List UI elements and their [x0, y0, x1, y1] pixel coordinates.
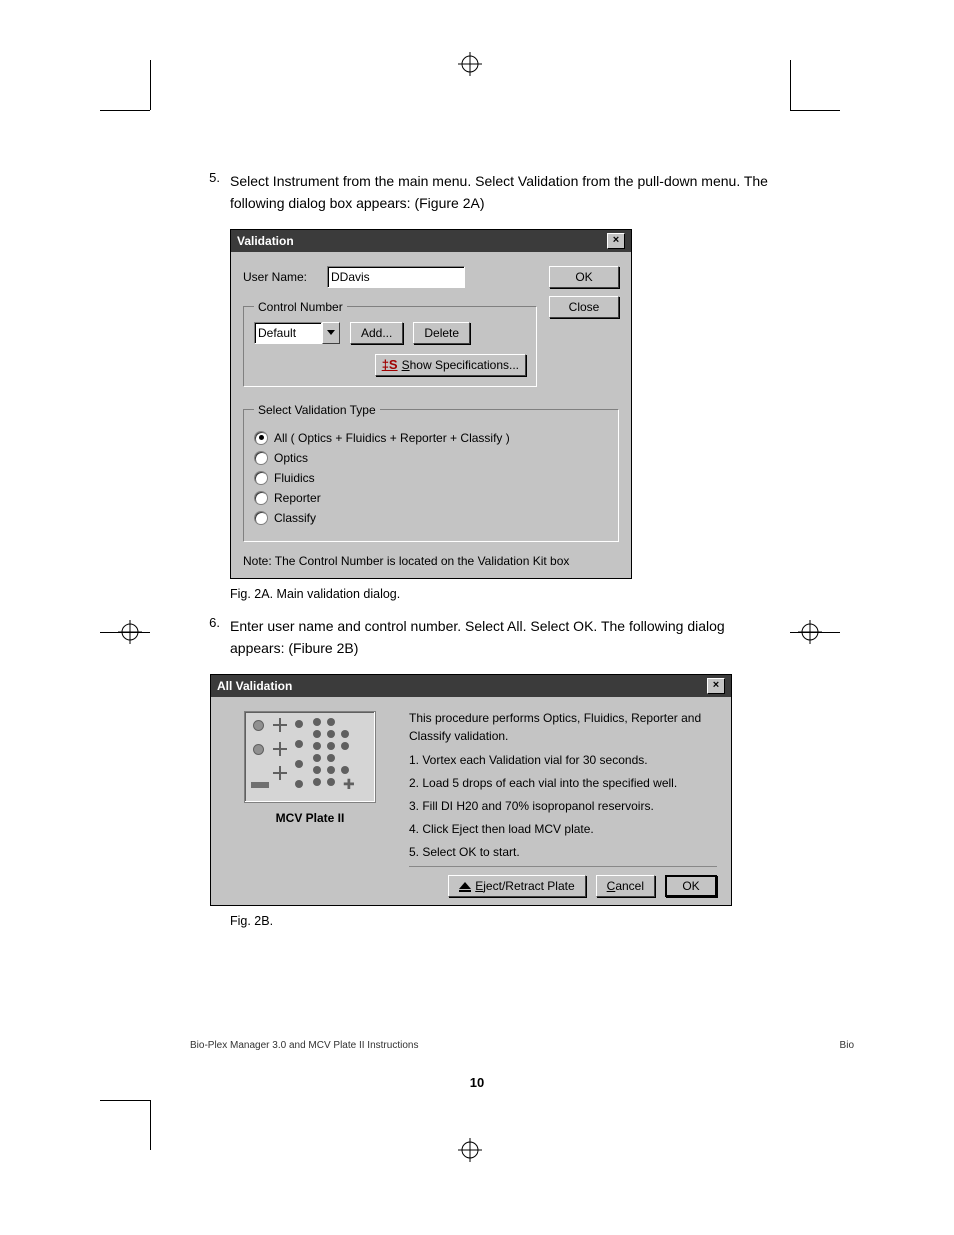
- control-number-combo[interactable]: [254, 322, 340, 344]
- registration-mark: [798, 620, 822, 644]
- instruction-step: 2. Load 5 drops of each vial into the sp…: [409, 774, 717, 792]
- instruction-step: 4. Click Eject then load MCV plate.: [409, 820, 717, 838]
- radio-optics[interactable]: Optics: [254, 451, 608, 465]
- crop-mark: [100, 1100, 150, 1101]
- control-number-group: Control Number Add... Delete ‡S: [243, 300, 537, 387]
- dialog-title: Validation: [237, 234, 294, 248]
- crop-mark: [150, 1100, 151, 1150]
- crop-mark: [790, 60, 791, 110]
- step-5: 5. Select Instrument from the main menu.…: [190, 170, 770, 215]
- close-button[interactable]: Close: [549, 296, 619, 318]
- radio-classify[interactable]: Classify: [254, 511, 608, 525]
- crop-mark: [100, 110, 150, 111]
- step-number: 6.: [190, 615, 230, 660]
- eject-icon: [459, 882, 471, 889]
- instructions-panel: This procedure performs Optics, Fluidics…: [403, 703, 725, 899]
- radio-icon: [254, 491, 268, 505]
- close-icon[interactable]: ×: [707, 678, 725, 694]
- validation-type-legend: Select Validation Type: [254, 403, 380, 417]
- radio-fluidics[interactable]: Fluidics: [254, 471, 608, 485]
- mcv-plate-diagram: ✚: [244, 711, 376, 803]
- delete-button[interactable]: Delete: [413, 322, 470, 344]
- add-button[interactable]: Add...: [350, 322, 403, 344]
- step-number: 5.: [190, 170, 230, 215]
- cancel-button[interactable]: Cancel: [596, 875, 655, 897]
- step-text: Select Instrument from the main menu. Se…: [230, 170, 770, 215]
- crop-mark: [790, 110, 840, 111]
- instruction-step: 1. Vortex each Validation vial for 30 se…: [409, 751, 717, 769]
- ok-button[interactable]: OK: [665, 875, 717, 897]
- titlebar[interactable]: All Validation ×: [211, 675, 731, 697]
- registration-mark: [458, 1138, 482, 1162]
- radio-reporter[interactable]: Reporter: [254, 491, 608, 505]
- spec-icon: ‡S: [382, 357, 398, 372]
- eject-retract-button[interactable]: Eject/Retract Plate: [448, 875, 585, 897]
- radio-icon: [254, 431, 268, 445]
- radio-icon: [254, 511, 268, 525]
- step-6: 6. Enter user name and control number. S…: [190, 615, 770, 660]
- radio-icon: [254, 471, 268, 485]
- control-number-legend: Control Number: [254, 300, 347, 314]
- username-input[interactable]: [327, 266, 465, 288]
- radio-label: Reporter: [274, 491, 321, 505]
- radio-label: Fluidics: [274, 471, 315, 485]
- all-validation-dialog: All Validation ×: [210, 674, 732, 906]
- eject-label: Eject/Retract Plate: [475, 877, 574, 895]
- radio-label: All ( Optics + Fluidics + Reporter + Cla…: [274, 431, 510, 445]
- titlebar[interactable]: Validation ×: [231, 230, 631, 252]
- figure-2b-caption: Fig. 2B.: [230, 914, 770, 928]
- dialog-note: Note: The Control Number is located on t…: [243, 554, 619, 568]
- step-text: Enter user name and control number. Sele…: [230, 615, 770, 660]
- plate-label: MCV Plate II: [225, 811, 395, 825]
- radio-label: Classify: [274, 511, 316, 525]
- footer-left: Bio-Plex Manager 3.0 and MCV Plate II In…: [190, 1040, 418, 1051]
- figure-2a-caption: Fig. 2A. Main validation dialog.: [230, 587, 770, 601]
- instruction-step: 5. Select OK to start.: [409, 843, 717, 861]
- chevron-down-icon[interactable]: [322, 322, 340, 344]
- registration-mark: [118, 620, 142, 644]
- radio-label: Optics: [274, 451, 308, 465]
- radio-all[interactable]: All ( Optics + Fluidics + Reporter + Cla…: [254, 431, 608, 445]
- crop-mark: [150, 60, 151, 110]
- instruction-intro: This procedure performs Optics, Fluidics…: [409, 709, 717, 745]
- plate-panel: ✚ MCV Plate II: [217, 703, 403, 899]
- dialog-title: All Validation: [217, 679, 292, 693]
- close-icon[interactable]: ×: [607, 233, 625, 249]
- page-number: 10: [0, 1075, 954, 1090]
- radio-icon: [254, 451, 268, 465]
- footer-right: Bio: [840, 1040, 854, 1051]
- registration-mark: [458, 52, 482, 76]
- show-specifications-button[interactable]: ‡S Show Specifications...: [375, 354, 526, 376]
- control-number-input[interactable]: [254, 322, 322, 344]
- instruction-step: 3. Fill DI H20 and 70% isopropanol reser…: [409, 797, 717, 815]
- show-spec-label: Show Specifications...: [402, 358, 519, 372]
- ok-button[interactable]: OK: [549, 266, 619, 288]
- validation-type-group: Select Validation Type All ( Optics + Fl…: [243, 403, 619, 542]
- validation-dialog: Validation × User Name: Control Number: [230, 229, 632, 579]
- cancel-label: Cancel: [607, 877, 644, 895]
- page-content: 5. Select Instrument from the main menu.…: [190, 170, 770, 942]
- username-label: User Name:: [243, 270, 317, 284]
